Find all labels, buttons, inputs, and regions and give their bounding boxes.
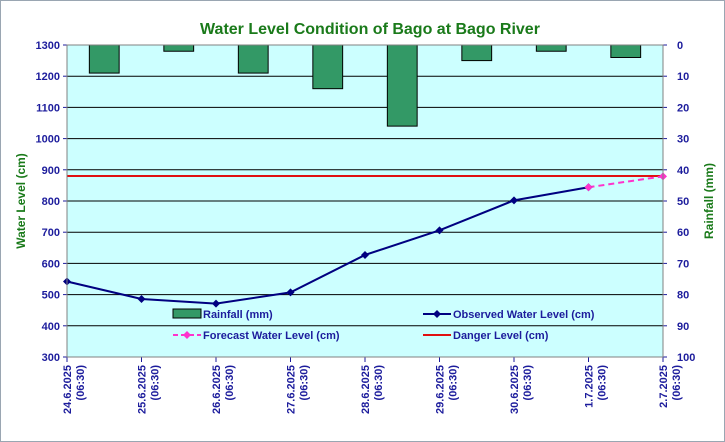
x-tick-label: 25.6.2025(06:30): [137, 365, 162, 414]
rainfall-bar: [312, 44, 344, 90]
y2-tick-label: 60: [677, 227, 689, 239]
x-tick-label: 2.7.2025(06:30): [658, 365, 683, 408]
y2-tick-label: 0: [677, 40, 683, 52]
x-tick-label: 24.6.2025(06:30): [62, 365, 87, 414]
y-tick-label: 300: [42, 352, 60, 364]
plot-border: [66, 44, 664, 358]
y-tick-label: 1300: [36, 40, 60, 52]
observed-line: [66, 186, 589, 305]
y-tick-label: 1100: [36, 102, 60, 114]
rainfall-bar: [535, 44, 567, 52]
legend-label: Forecast Water Level (cm): [203, 330, 340, 342]
y2-tick-label: 80: [677, 290, 689, 302]
legend-swatch-rainfall: [172, 308, 202, 319]
rainfall-bar: [163, 44, 195, 52]
y2-tick-label: 100: [677, 352, 695, 364]
rainfall-bar: [461, 44, 493, 62]
legend: Rainfall (mm) Observed Water Level (cm) Fo…: [172, 308, 595, 342]
legend-marker-observed: [433, 310, 441, 318]
y2-tick-label: 40: [677, 165, 689, 177]
x-tick-label: 26.6.2025(06:30): [211, 365, 236, 414]
y2-tick-label: 10: [677, 71, 689, 83]
x-tick-label: 1.7.2025(06:30): [584, 365, 609, 408]
legend-label: Observed Water Level (cm): [453, 309, 595, 321]
y2-tick-label: 70: [677, 258, 689, 270]
y-tick-label: 800: [42, 196, 60, 208]
y-tick-label: 900: [42, 165, 60, 177]
y2-tick-label: 30: [677, 134, 689, 146]
y-axis-title: Water Level (cm): [14, 153, 28, 249]
observed-point: [212, 299, 220, 308]
axes: 300 400 500 600 700 800 900 1000 1100 1200 1300 0 10…: [36, 40, 696, 414]
rainfall-bar: [386, 44, 418, 127]
observed-point: [361, 250, 369, 259]
y-tick-label: 1200: [36, 71, 60, 83]
observed-point: [510, 196, 518, 205]
x-tick-label: 30.6.2025(06:30): [509, 365, 534, 414]
y-tick-label: 400: [42, 321, 60, 333]
forecast-line: [588, 175, 664, 189]
y-tick-label: 700: [42, 227, 60, 239]
y2-tick-label: 20: [677, 102, 689, 114]
grid-lines: [67, 75, 663, 327]
y-tick-label: 1000: [36, 134, 60, 146]
y2-tick-label: 90: [677, 321, 689, 333]
observed-point: [435, 226, 444, 235]
water-level-lines: [63, 172, 667, 308]
x-tick-label: 27.6.2025(06:30): [286, 365, 311, 414]
rainfall-bar: [610, 44, 642, 58]
forecast-point: [584, 183, 593, 192]
y-tick-label: 600: [42, 258, 60, 270]
legend-marker-forecast: [183, 331, 191, 339]
rainfall-bar: [237, 44, 269, 74]
observed-point: [137, 294, 146, 303]
y2-axis-title: Rainfall (mm): [702, 163, 716, 239]
x-tick-label: 28.6.2025(06:30): [360, 365, 385, 414]
rainfall-bar: [88, 44, 120, 74]
legend-label: Rainfall (mm): [203, 309, 273, 321]
x-tick-label: 29.6.2025(06:30): [435, 365, 460, 414]
chart-title: Water Level Condition of Bago at Bago Ri…: [200, 21, 540, 38]
legend-label: Danger Level (cm): [453, 330, 549, 342]
y2-tick-label: 50: [677, 196, 689, 208]
observed-point: [286, 288, 295, 297]
rainfall-bars: [88, 44, 642, 127]
y-tick-label: 500: [42, 290, 60, 302]
